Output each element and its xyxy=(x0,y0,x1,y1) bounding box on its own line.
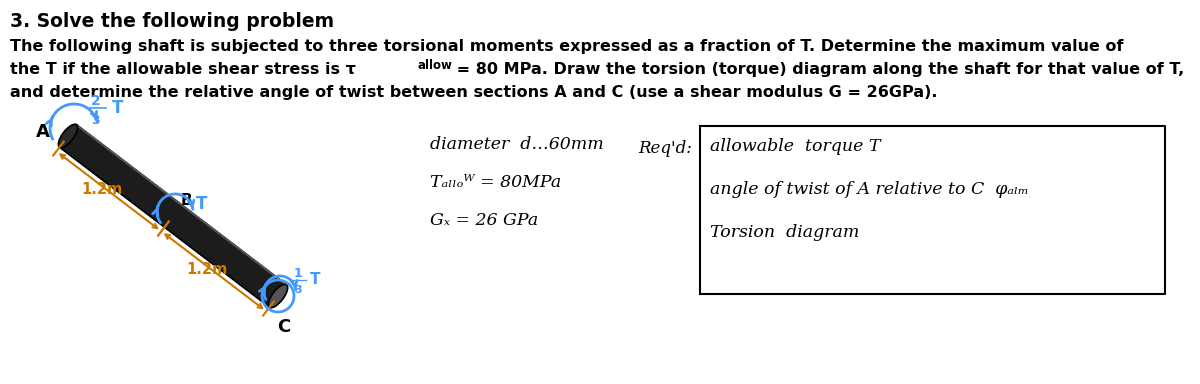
Text: 1: 1 xyxy=(294,267,302,280)
Text: allowable  torque T: allowable torque T xyxy=(710,138,881,155)
Ellipse shape xyxy=(59,124,78,147)
Text: 2: 2 xyxy=(91,94,101,108)
Text: A: A xyxy=(36,123,50,141)
Text: = 80 MPa. Draw the torsion (torque) diagram along the shaft for that value of T,: = 80 MPa. Draw the torsion (torque) diag… xyxy=(451,62,1184,77)
Ellipse shape xyxy=(269,285,288,308)
Text: T: T xyxy=(196,195,208,213)
Text: and determine the relative angle of twist between sections A and C (use a shear : and determine the relative angle of twis… xyxy=(10,85,937,100)
Text: 3. Solve the following problem: 3. Solve the following problem xyxy=(10,12,334,31)
Text: 3: 3 xyxy=(91,114,101,127)
Text: C: C xyxy=(277,318,290,336)
Text: diameter  d…60mm: diameter d…60mm xyxy=(430,136,604,153)
Text: The following shaft is subjected to three torsional moments expressed as a fract: The following shaft is subjected to thre… xyxy=(10,39,1123,54)
Text: allow: allow xyxy=(418,59,452,72)
Text: B: B xyxy=(181,193,193,208)
Text: Torsion  diagram: Torsion diagram xyxy=(710,224,859,241)
Text: Req'd:: Req'd: xyxy=(638,140,692,157)
Text: 3: 3 xyxy=(294,285,302,295)
Polygon shape xyxy=(60,125,287,307)
Text: T: T xyxy=(112,99,124,117)
Text: 1.2m: 1.2m xyxy=(82,182,122,197)
Text: Gₓ = 26 GPa: Gₓ = 26 GPa xyxy=(430,212,539,229)
Text: the T if the allowable shear stress is τ: the T if the allowable shear stress is τ xyxy=(10,62,356,77)
Text: Tₐₗₗₒᵂ = 80MPa: Tₐₗₗₒᵂ = 80MPa xyxy=(430,174,562,191)
Text: angle of twist of A relative to C  φₐₗₘ: angle of twist of A relative to C φₐₗₘ xyxy=(710,181,1028,198)
Text: 1.2m: 1.2m xyxy=(186,262,227,276)
Text: T: T xyxy=(310,273,320,288)
